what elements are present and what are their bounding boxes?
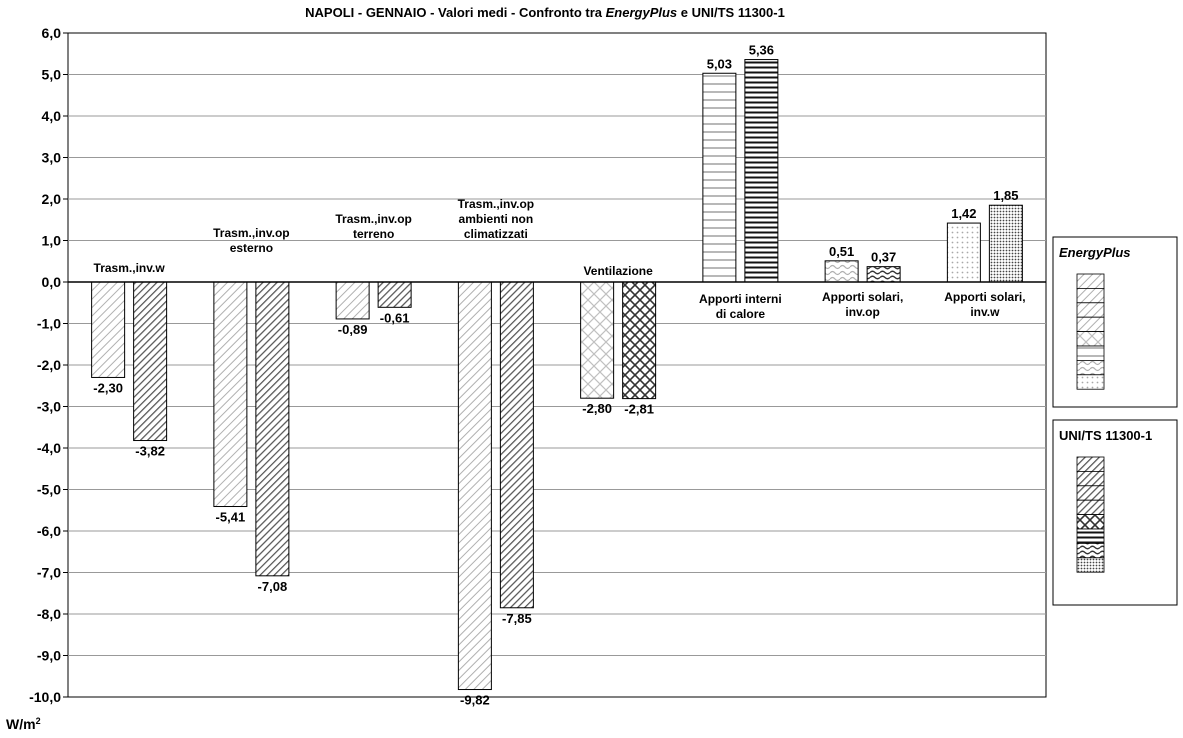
category-label: esterno: [230, 241, 273, 255]
bar-uni-ts-3: [499, 281, 534, 609]
data-label: -2,30: [93, 380, 123, 395]
data-label: -3,82: [135, 444, 165, 459]
legend-swatch: [1076, 345, 1105, 361]
legend-swatch: [1076, 543, 1105, 559]
category-label: Trasm.,inv.w: [94, 261, 166, 275]
y-tick-label: 0,0: [42, 274, 62, 290]
y-tick-label: -1,0: [37, 316, 61, 332]
bar-uni-ts-5: [744, 59, 779, 283]
category-label: Apporti interni: [699, 292, 782, 306]
y-tick-label: -4,0: [37, 440, 61, 456]
category-labels: Trasm.,inv.wTrasm.,inv.opesternoTrasm.,i…: [94, 197, 1026, 321]
legend-swatch: [1076, 456, 1105, 472]
legend-box-uni-ts: UNI/TS 11300-1: [1052, 419, 1178, 606]
gridlines: [63, 32, 1046, 698]
category-label: Ventilazione: [583, 264, 653, 278]
y-tick-label: 5,0: [42, 67, 62, 83]
category-label: Trasm.,inv.op: [335, 212, 411, 226]
y-tick-label: 4,0: [42, 108, 62, 124]
bar-energyplus-7: [946, 222, 981, 283]
data-labels: -2,30 -3,82 -5,41 -7,08 -0,89 -0,61 -9,82 -7,85…: [93, 43, 1018, 708]
legend-swatch: [1076, 359, 1105, 376]
legend-swatch: [1076, 374, 1105, 390]
category-label: ambienti non: [459, 212, 534, 226]
data-label: 1,85: [993, 188, 1018, 203]
category-label: Trasm.,inv.op: [458, 197, 534, 211]
bar-uni-ts-7: [988, 204, 1023, 283]
data-label: -2,80: [582, 401, 612, 416]
legend-title: EnergyPlus: [1059, 245, 1131, 260]
y-tick-label: 3,0: [42, 150, 62, 166]
bar-energyplus-6: [824, 260, 859, 283]
bar-energyplus-2: [335, 281, 370, 320]
bar-uni-ts-1: [255, 281, 290, 577]
y-tick-label: -10,0: [29, 689, 61, 705]
category-label: Apporti solari,: [822, 290, 903, 304]
category-label: inv.op: [845, 305, 879, 319]
legend-box-energyplus: EnergyPlus: [1052, 236, 1178, 408]
legend-title: UNI/TS 11300-1: [1059, 428, 1152, 443]
y-tick-label: 6,0: [42, 25, 62, 41]
legend-swatch: [1076, 287, 1105, 304]
data-label: -0,61: [380, 310, 410, 325]
category-label: Apporti solari,: [944, 290, 1025, 304]
legend-swatch: [1076, 499, 1105, 516]
data-label: -9,82: [460, 693, 490, 708]
bar-energyplus-0: [91, 281, 126, 378]
data-label: 1,42: [951, 206, 976, 221]
data-label: -2,81: [624, 402, 654, 417]
y-axis-unit-label: W/m2: [6, 716, 41, 732]
legend-swatch: [1076, 331, 1105, 347]
data-label: -5,41: [216, 510, 246, 525]
legend-swatch: [1076, 316, 1105, 333]
legend-swatch: [1076, 485, 1105, 501]
bar-uni-ts-0: [133, 281, 168, 442]
y-tick-label: 1,0: [42, 233, 62, 249]
category-label: climatizzati: [464, 227, 528, 241]
legend-swatch: [1076, 470, 1105, 487]
data-label: 0,51: [829, 244, 854, 259]
bar-energyplus-5: [702, 72, 737, 283]
y-axis-tick-labels: 6,0 5,0 4,0 3,0 2,0 1,0 0,0 -1,0 -2,0 -3,0 -4,0 -5,…: [29, 25, 61, 705]
y-tick-label: -8,0: [37, 606, 61, 622]
y-tick-label: -3,0: [37, 399, 61, 415]
y-tick-label: -7,0: [37, 565, 61, 581]
legend-swatch: [1076, 273, 1105, 289]
legend-swatch: [1076, 302, 1105, 318]
data-label: 5,03: [707, 56, 732, 71]
category-label: inv.w: [970, 305, 1000, 319]
legend-swatch: [1076, 557, 1105, 573]
category-label: terreno: [353, 227, 394, 241]
legend-swatch: [1076, 514, 1105, 530]
data-label: 0,37: [871, 250, 896, 265]
bars: [91, 59, 1023, 691]
y-tick-label: -9,0: [37, 648, 61, 664]
y-tick-label: -6,0: [37, 523, 61, 539]
bar-energyplus-1: [213, 281, 248, 508]
bar-uni-ts-6: [866, 266, 901, 283]
category-label: di calore: [716, 307, 766, 321]
bar-energyplus-3: [457, 281, 492, 691]
bar-energyplus-4: [580, 281, 615, 399]
data-label: -0,89: [338, 322, 368, 337]
y-tick-label: -2,0: [37, 357, 61, 373]
y-tick-label: 2,0: [42, 191, 62, 207]
data-label: 5,36: [749, 43, 774, 58]
legend-swatch: [1076, 528, 1105, 544]
data-label: -7,85: [502, 611, 532, 626]
bar-uni-ts-2: [377, 281, 412, 308]
legend: EnergyPlus UNI/TS 11300-1: [1052, 236, 1178, 606]
bar-uni-ts-4: [622, 281, 657, 400]
y-tick-label: -5,0: [37, 482, 61, 498]
category-label: Trasm.,inv.op: [213, 226, 289, 240]
data-label: -7,08: [258, 579, 288, 594]
chart-title: NAPOLI - GENNAIO - Valori medi - Confron…: [305, 5, 785, 20]
